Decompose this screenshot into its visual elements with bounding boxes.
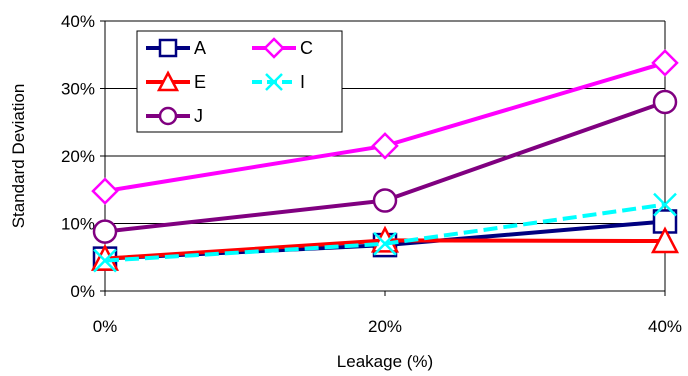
x-tick-label: 0%	[93, 317, 118, 336]
data-point-J	[372, 188, 398, 213]
data-point-I	[653, 192, 677, 217]
data-point-J	[92, 219, 118, 244]
legend-marker-I	[265, 73, 283, 91]
data-point-C	[91, 177, 119, 205]
y-tick-labels: 0% 10% 20% 30% 40%	[61, 12, 95, 301]
legend-item-C: C	[252, 37, 313, 59]
legend: A C E I J	[136, 30, 343, 133]
legend-label: E	[194, 72, 206, 92]
series-I	[93, 192, 677, 273]
x-tick-label: 40%	[648, 317, 682, 336]
data-point-E	[650, 226, 680, 254]
legend-item-J: J	[146, 106, 203, 126]
x-axis-label: Leakage (%)	[337, 352, 433, 371]
series-J	[92, 89, 678, 244]
legend-label: C	[300, 38, 313, 58]
legend-item-A: A	[146, 38, 206, 58]
series-E	[90, 225, 680, 271]
y-axis-label: Standard Deviation	[9, 84, 28, 229]
legend-marker-C	[263, 37, 285, 59]
legend-label: A	[194, 38, 206, 58]
data-point-C	[371, 132, 399, 160]
y-tick-label: 40%	[61, 12, 95, 31]
y-tick-label: 0%	[70, 282, 95, 301]
series-lines	[90, 49, 680, 273]
x-tick-label: 20%	[368, 317, 402, 336]
y-tick-label: 20%	[61, 147, 95, 166]
y-tick-label: 30%	[61, 80, 95, 99]
data-point-I	[373, 231, 397, 256]
data-point-C	[651, 49, 679, 77]
series-C	[91, 49, 679, 205]
x-tick-labels: 0% 20% 40%	[93, 317, 682, 336]
legend-marker-A	[158, 38, 178, 58]
data-point-J	[652, 89, 678, 115]
legend-label: I	[300, 72, 305, 92]
legend-label: J	[194, 106, 203, 126]
data-point-I	[93, 248, 117, 273]
legend-marker-J	[158, 106, 178, 126]
data-point-E	[370, 225, 400, 253]
legend-item-E: E	[146, 70, 206, 92]
y-tick-label: 10%	[61, 215, 95, 234]
legend-item-I: I	[252, 72, 305, 92]
data-point-E	[90, 243, 120, 271]
legend-marker-E	[156, 70, 180, 92]
